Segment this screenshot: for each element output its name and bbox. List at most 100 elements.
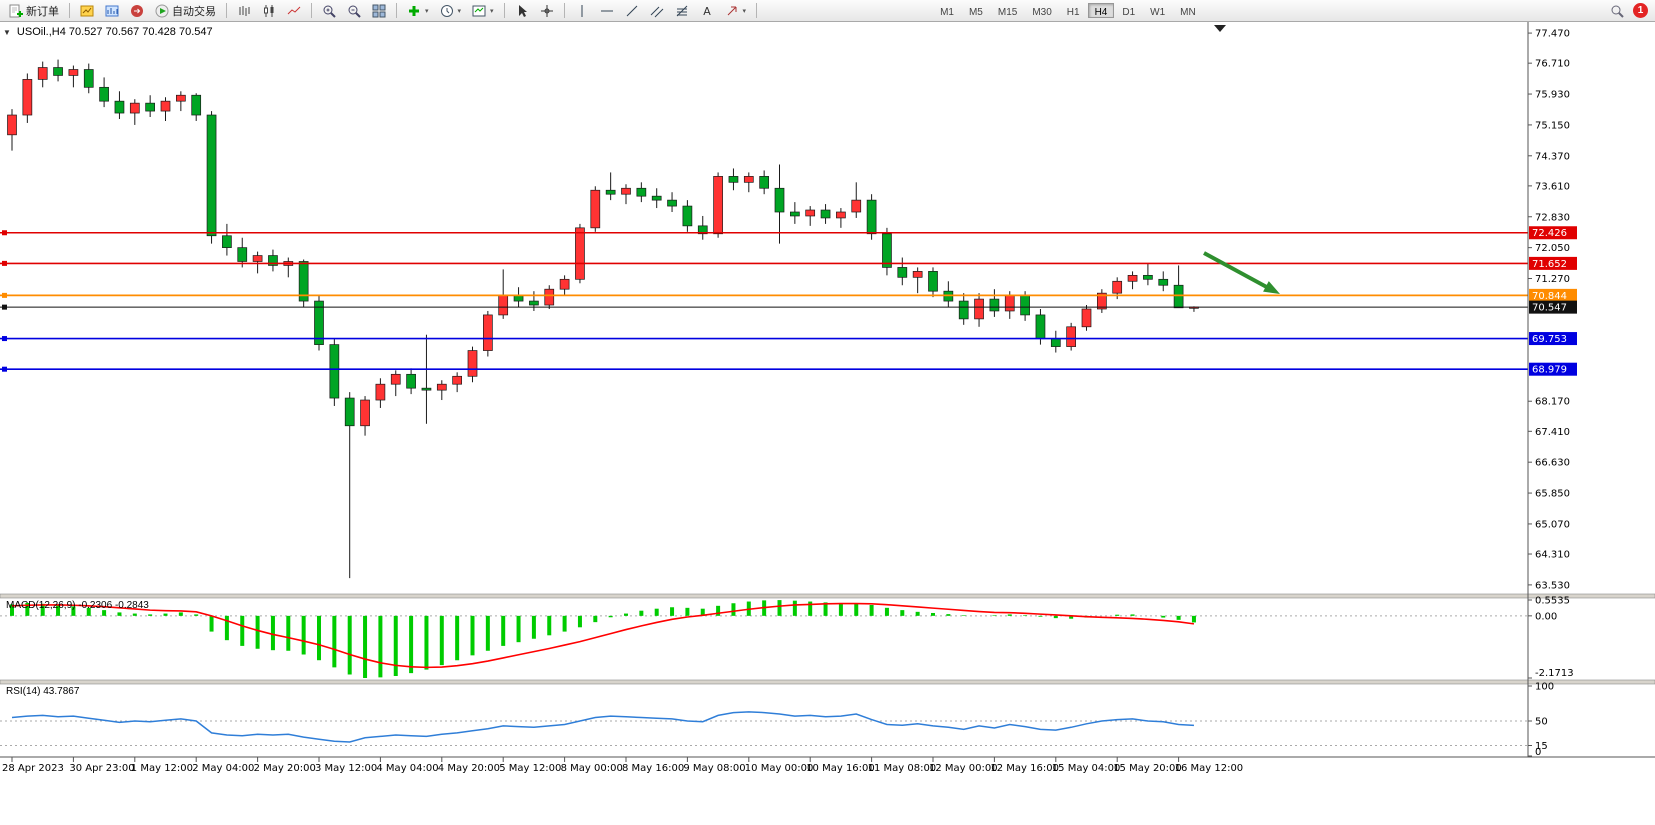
svg-text:76.710: 76.710	[1535, 59, 1570, 70]
svg-text:74.370: 74.370	[1535, 151, 1570, 162]
search-button[interactable]	[1605, 2, 1629, 20]
chevron-down-icon: ▾	[490, 7, 494, 15]
tf-button-m15[interactable]: M15	[991, 3, 1024, 18]
svg-text:72.426: 72.426	[1532, 228, 1567, 239]
vertical-line-tool-button[interactable]	[570, 2, 594, 20]
channel-tool-button[interactable]	[645, 2, 669, 20]
tile-windows-button[interactable]	[367, 2, 391, 20]
svg-text:8 May 16:00: 8 May 16:00	[622, 763, 684, 774]
rsi-label: RSI(14) 43.7867	[6, 686, 80, 697]
arrows-tool-button[interactable]: ▾	[720, 2, 752, 20]
svg-text:15 May 20:00: 15 May 20:00	[1113, 763, 1182, 774]
bar-chart-button[interactable]	[232, 2, 256, 20]
cursor-icon	[518, 4, 527, 17]
line-chart-icon	[287, 6, 301, 14]
svg-text:3 May 12:00: 3 May 12:00	[315, 763, 377, 774]
tf-button-mn[interactable]: MN	[1173, 3, 1203, 18]
tf-button-h1[interactable]: H1	[1060, 3, 1087, 18]
svg-text:15 May 04:00: 15 May 04:00	[1052, 763, 1121, 774]
trendline-tool-button[interactable]	[620, 2, 644, 20]
main-toolbar: 新订单 自动交易	[0, 0, 1655, 22]
zoom-out-button[interactable]	[342, 2, 366, 20]
svg-text:64.310: 64.310	[1535, 550, 1570, 561]
svg-text:0.5535: 0.5535	[1535, 596, 1570, 607]
chevron-down-icon: ▾	[742, 7, 747, 15]
svg-text:8 May 00:00: 8 May 00:00	[561, 763, 623, 774]
svg-text:0.00: 0.00	[1535, 611, 1557, 622]
svg-text:16 May 12:00: 16 May 12:00	[1175, 763, 1244, 774]
fibonacci-icon	[676, 5, 687, 16]
zoom-out-icon	[348, 5, 361, 18]
profiles-icon	[105, 5, 119, 16]
collapse-arrow-icon[interactable]: ▼	[3, 27, 11, 37]
svg-text:63.530: 63.530	[1535, 580, 1570, 591]
periods-button[interactable]: ▾	[435, 2, 467, 20]
indicators-button[interactable]: ▾	[402, 2, 434, 20]
charts-button[interactable]	[75, 2, 99, 20]
svg-text:0: 0	[1535, 747, 1541, 758]
svg-text:10 May 16:00: 10 May 16:00	[806, 763, 875, 774]
notification-badge[interactable]: 1	[1633, 3, 1648, 18]
zoom-in-button[interactable]	[317, 2, 341, 20]
crosshair-button[interactable]	[535, 2, 559, 20]
svg-text:50: 50	[1535, 717, 1548, 728]
terminal-button[interactable]	[125, 2, 149, 20]
svg-text:A: A	[703, 5, 711, 18]
new-order-icon	[9, 4, 23, 17]
svg-text:77.470: 77.470	[1535, 29, 1570, 40]
fibonacci-tool-button[interactable]	[670, 2, 694, 20]
svg-text:5 May 12:00: 5 May 12:00	[499, 763, 561, 774]
profiles-button[interactable]	[100, 2, 124, 20]
time-axis: 28 Apr 2023 30 Apr 23:001 May 12:00 2 May …	[0, 756, 1655, 774]
templates-button[interactable]: ▾	[467, 2, 499, 20]
toolbar-separator	[503, 3, 505, 18]
template-icon	[472, 5, 486, 16]
chart-ohlc-title: ▼ USOil.,H4 70.527 70.567 70.428 70.547	[3, 26, 213, 38]
chart-container: 77.470 76.710 75.930 75.150 74.370 73.610 72.8…	[0, 22, 1655, 825]
horizontal-line-tool-button[interactable]	[595, 2, 619, 20]
tf-button-m5[interactable]: M5	[962, 3, 990, 18]
svg-text:69.753: 69.753	[1532, 334, 1567, 345]
svg-text:67.410: 67.410	[1535, 427, 1570, 438]
svg-text:11 May 08:00: 11 May 08:00	[868, 763, 937, 774]
svg-text:28 Apr 2023: 28 Apr 2023	[2, 763, 64, 774]
svg-text:72.830: 72.830	[1535, 212, 1570, 223]
svg-text:70.844: 70.844	[1532, 291, 1567, 302]
tile-windows-icon	[372, 4, 386, 17]
candlestick-chart-button[interactable]	[257, 2, 281, 20]
clock-icon	[440, 4, 453, 17]
toolbar-separator	[756, 3, 758, 18]
rsi-panel: 100 50 150	[0, 682, 1554, 758]
chart-window-icon	[80, 5, 94, 16]
tf-button-m30[interactable]: M30	[1025, 3, 1058, 18]
svg-text:2 May 20:00: 2 May 20:00	[254, 763, 316, 774]
svg-text:10 May 00:00: 10 May 00:00	[745, 763, 814, 774]
chart-canvas[interactable]: 77.470 76.710 75.930 75.150 74.370 73.610 72.8…	[0, 22, 1655, 825]
macd-panel: 0.5535 0.00 -2.1713	[0, 596, 1574, 679]
tf-button-h4[interactable]: H4	[1087, 3, 1115, 18]
tf-button-m1[interactable]: M1	[933, 3, 961, 18]
arrow-tool-icon	[727, 6, 737, 15]
hlines-layer	[0, 230, 1528, 372]
autotrade-button[interactable]: 自动交易	[150, 2, 221, 20]
price-axis: 77.470 76.710 75.930 75.150 74.370 73.610 72.8…	[0, 22, 1655, 757]
terminal-icon	[131, 4, 143, 17]
vertical-line-icon	[581, 4, 583, 17]
tf-button-w1[interactable]: W1	[1143, 3, 1172, 18]
search-icon	[1611, 5, 1624, 18]
svg-text:71.270: 71.270	[1535, 274, 1570, 285]
autotrade-label: 自动交易	[172, 5, 216, 18]
svg-text:100: 100	[1535, 682, 1554, 693]
svg-text:15: 15	[1535, 741, 1548, 752]
line-chart-button[interactable]	[282, 2, 306, 20]
new-order-button[interactable]: 新订单	[4, 2, 64, 20]
svg-text:75.930: 75.930	[1535, 90, 1570, 101]
cursor-button[interactable]	[510, 2, 534, 20]
crosshair-icon	[540, 4, 553, 17]
svg-text:70.547: 70.547	[1532, 303, 1567, 314]
svg-text:12 May 16:00: 12 May 16:00	[990, 763, 1059, 774]
text-tool-button[interactable]: A	[695, 2, 719, 20]
svg-text:4 May 20:00: 4 May 20:00	[438, 763, 500, 774]
tf-button-d1[interactable]: D1	[1115, 3, 1142, 18]
svg-text:72.050: 72.050	[1535, 243, 1570, 254]
